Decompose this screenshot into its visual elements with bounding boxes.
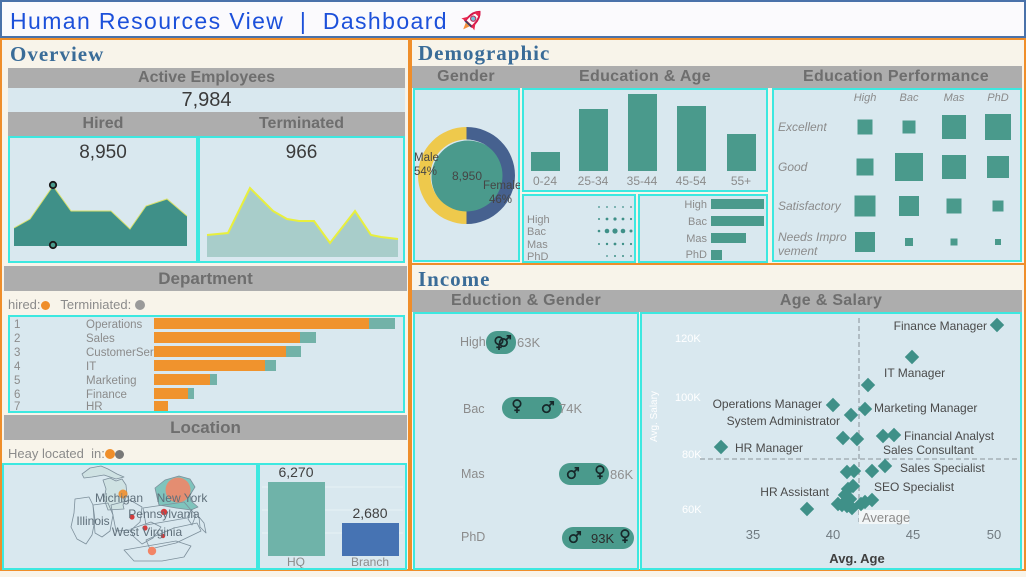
svg-text:35: 35: [746, 527, 760, 542]
svg-text:25-34: 25-34: [578, 174, 609, 188]
svg-text:6: 6: [14, 389, 20, 401]
svg-text:Financial Analyst: Financial Analyst: [904, 429, 995, 443]
svg-text:PhD: PhD: [527, 251, 548, 263]
svg-text:74K: 74K: [559, 401, 582, 416]
svg-text:50: 50: [987, 527, 1001, 542]
svg-text:45: 45: [906, 527, 920, 542]
svg-text:3: 3: [14, 347, 20, 359]
svg-text:8,950: 8,950: [452, 169, 482, 183]
svg-text:Operations Manager: Operations Manager: [713, 397, 822, 411]
svg-text:New York: New York: [157, 491, 209, 505]
svg-text:Operations: Operations: [86, 319, 143, 331]
svg-text:Sales Consultant: Sales Consultant: [883, 443, 974, 457]
svg-text:Avg. Salary: Avg. Salary: [649, 391, 660, 442]
svg-text:2: 2: [14, 333, 20, 345]
svg-text:45-54: 45-54: [676, 174, 707, 188]
svg-text:35-44: 35-44: [627, 174, 658, 188]
svg-text:Mas: Mas: [686, 233, 707, 245]
svg-text:High: High: [527, 214, 550, 226]
svg-text:Finance Manager: Finance Manager: [894, 319, 987, 333]
svg-text:93K: 93K: [591, 531, 614, 546]
svg-text:Mas: Mas: [527, 239, 548, 251]
svg-text:Illinois: Illinois: [76, 514, 109, 528]
svg-text:IT Manager: IT Manager: [884, 366, 945, 380]
svg-text:Bac: Bac: [900, 92, 919, 104]
svg-text:PhD: PhD: [461, 530, 485, 544]
svg-text:IT: IT: [86, 361, 96, 373]
svg-text:120K: 120K: [675, 333, 701, 345]
svg-text:PhD: PhD: [987, 92, 1008, 104]
svg-text:60K: 60K: [682, 504, 702, 516]
svg-text:Avg. Age: Avg. Age: [829, 551, 884, 566]
svg-text:54%: 54%: [414, 166, 437, 178]
svg-text:6,270: 6,270: [278, 465, 313, 480]
svg-text:Pennsylvania: Pennsylvania: [128, 507, 200, 521]
svg-text:86K: 86K: [610, 467, 633, 482]
svg-text:High: High: [460, 335, 486, 349]
svg-text:HR Assistant: HR Assistant: [760, 485, 829, 499]
svg-text:Marketing: Marketing: [86, 375, 137, 387]
svg-text:5: 5: [14, 375, 20, 387]
svg-text:Michigan: Michigan: [95, 491, 143, 505]
svg-text:Needs Impro: Needs Impro: [778, 230, 847, 244]
svg-text:46%: 46%: [489, 194, 512, 206]
svg-text:West Virginia: West Virginia: [112, 525, 183, 539]
svg-text:Male: Male: [414, 152, 439, 164]
svg-text:Excellent: Excellent: [778, 120, 827, 134]
svg-text:1: 1: [14, 319, 20, 331]
svg-text:63K: 63K: [517, 335, 540, 350]
svg-text:Satisfactory: Satisfactory: [778, 199, 842, 213]
svg-text:Bac: Bac: [463, 402, 485, 416]
svg-text:0-24: 0-24: [533, 174, 557, 188]
svg-text:Average: Average: [862, 510, 910, 525]
svg-text:Mas: Mas: [944, 92, 965, 104]
svg-text:HR: HR: [86, 401, 103, 411]
svg-text:2,680: 2,680: [352, 505, 387, 521]
svg-text:Mas: Mas: [461, 467, 485, 481]
svg-text:55+: 55+: [731, 174, 751, 188]
svg-text:Good: Good: [778, 160, 808, 174]
svg-text:High: High: [854, 92, 877, 104]
svg-text:Branch: Branch: [351, 555, 389, 568]
svg-text:HQ: HQ: [287, 555, 305, 568]
svg-text:80K: 80K: [682, 449, 702, 461]
svg-text:Sales Specialist: Sales Specialist: [900, 461, 985, 475]
svg-text:Sales: Sales: [86, 333, 115, 345]
svg-text:100K: 100K: [675, 392, 701, 404]
svg-text:7: 7: [14, 401, 20, 411]
svg-text:Bac: Bac: [527, 226, 546, 238]
svg-text:Finance: Finance: [86, 389, 127, 401]
svg-text:HR Manager: HR Manager: [735, 441, 803, 455]
svg-text:vement: vement: [778, 244, 818, 258]
svg-text:Marketing Manager: Marketing Manager: [874, 401, 977, 415]
svg-text:CustomerSer: CustomerSer: [86, 347, 154, 359]
svg-text:PhD: PhD: [686, 249, 707, 261]
svg-text:Female: Female: [483, 180, 520, 192]
svg-text:SEO Specialist: SEO Specialist: [874, 480, 955, 494]
svg-text:40: 40: [826, 527, 840, 542]
svg-text:High: High: [684, 199, 707, 211]
svg-text:Bac: Bac: [688, 216, 707, 228]
svg-text:4: 4: [14, 361, 21, 373]
svg-text:System Administrator: System Administrator: [727, 414, 840, 428]
